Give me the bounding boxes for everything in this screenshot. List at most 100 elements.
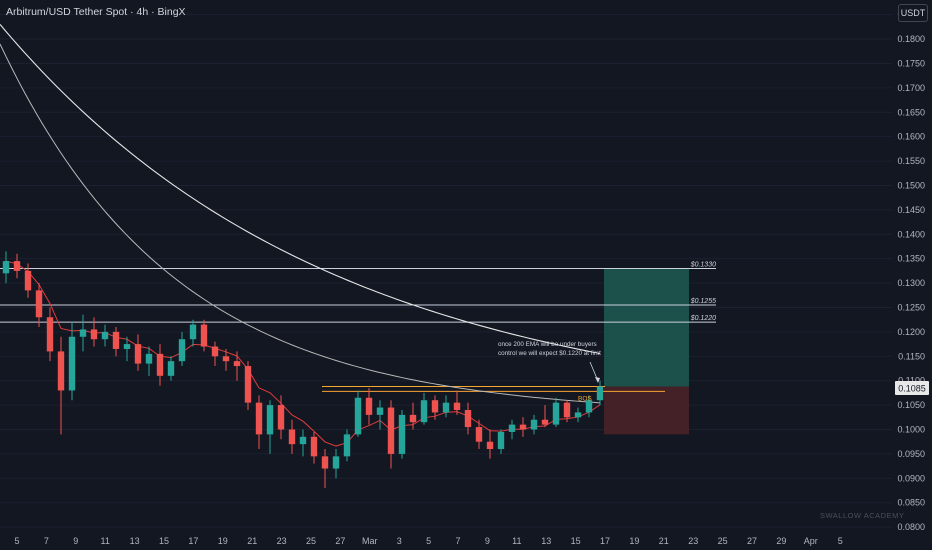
candle-body	[277, 405, 285, 430]
candle	[57, 336, 65, 435]
price-tick-label: 0.0900	[897, 473, 925, 483]
candle	[222, 348, 230, 371]
candle	[24, 263, 32, 298]
time-tick-label: 7	[44, 536, 49, 546]
candle	[365, 388, 373, 425]
candle	[101, 324, 109, 347]
candle	[486, 429, 494, 459]
candle-body	[222, 356, 230, 362]
candle-body	[310, 436, 318, 457]
candle	[266, 400, 274, 454]
price-tick-label: 0.1050	[897, 400, 925, 410]
price-tick-label: 0.1000	[897, 425, 925, 435]
candle-body	[90, 329, 98, 340]
candle-body	[376, 407, 384, 415]
annotations: BOS once 200 EMA will be under buyers cont…	[498, 341, 601, 402]
candle-body	[35, 290, 43, 318]
candle	[112, 327, 120, 357]
candle-body	[585, 400, 593, 413]
candle	[343, 429, 351, 462]
candle	[497, 429, 505, 454]
price-tick-label: 0.1150	[898, 351, 925, 361]
candle-body	[101, 331, 109, 340]
time-tick-label: 29	[776, 536, 786, 546]
candle-body	[596, 386, 604, 401]
candle-body	[343, 434, 351, 457]
price-tick-label: 0.1450	[897, 205, 925, 215]
candle	[189, 319, 197, 347]
candle	[68, 322, 76, 401]
candle	[475, 419, 483, 450]
time-tick-label: 25	[718, 536, 728, 546]
time-axis: 5 7 9 11 13 15 17 19 21 23 25 27 Mar 3 5 7 9 11 13 15 17 19 21…	[14, 536, 842, 546]
time-tick-label: 19	[218, 536, 228, 546]
time-tick-label: 17	[600, 536, 610, 546]
candle-body	[46, 317, 54, 352]
candle	[508, 419, 516, 440]
price-tick-label: 0.1200	[897, 327, 925, 337]
candle	[398, 409, 406, 459]
time-tick-label: 19	[629, 536, 639, 546]
candle-body	[387, 407, 395, 454]
candle-body	[255, 402, 263, 435]
candle	[123, 336, 131, 362]
candle-body	[332, 456, 340, 469]
candle-body	[211, 346, 219, 357]
time-tick-label: 3	[397, 536, 402, 546]
time-tick-label: 7	[455, 536, 460, 546]
candle	[211, 341, 219, 367]
price-tick-label: 0.1600	[897, 132, 925, 142]
candle-body	[266, 405, 274, 435]
candle-body	[299, 436, 307, 445]
time-tick-label: 5	[14, 536, 19, 546]
time-tick-label: 9	[73, 536, 78, 546]
time-tick-label: 5	[838, 536, 843, 546]
price-tick-label: 0.1750	[897, 58, 925, 68]
time-tick-label: 27	[335, 536, 345, 546]
time-tick-label: 11	[512, 536, 521, 546]
candle-body	[574, 412, 582, 418]
candle	[453, 390, 461, 415]
candle-body	[519, 424, 527, 430]
candle-body	[442, 402, 450, 413]
price-tick-label: 0.1350	[897, 254, 925, 264]
level-label: $0.1330	[690, 261, 716, 268]
candle-body	[563, 402, 571, 418]
candle	[156, 344, 164, 386]
time-tick-label: 13	[130, 536, 140, 546]
time-tick-label: 21	[247, 536, 257, 546]
candle-body	[24, 270, 32, 291]
price-levels: $0.1330 $0.1255 $0.1220	[0, 261, 716, 392]
stop-zone	[604, 386, 689, 435]
candle	[563, 400, 571, 423]
time-tick-label: Apr	[804, 536, 818, 546]
current-price-tag	[895, 381, 929, 396]
candle-body	[156, 353, 164, 376]
candle-body	[288, 429, 296, 445]
candle-body	[2, 261, 10, 274]
candle-body	[123, 344, 131, 349]
candle	[376, 400, 384, 430]
symbol-title: Arbitrum/USD Tether Spot · 4h · BingX	[6, 6, 186, 18]
candle	[431, 395, 439, 420]
time-tick-label: 5	[426, 536, 431, 546]
candles	[2, 251, 604, 489]
time-tick-label: 11	[101, 536, 110, 546]
position-zones	[604, 268, 689, 435]
candle-body	[13, 261, 21, 271]
candle	[134, 334, 142, 371]
candle	[277, 395, 285, 440]
candle-body	[354, 397, 362, 435]
candle	[145, 346, 153, 376]
time-tick-label: Mar	[362, 536, 378, 546]
currency-button[interactable]: USDT	[898, 4, 928, 22]
candle-body	[431, 400, 439, 413]
candle	[200, 319, 208, 352]
candle-body	[134, 344, 142, 364]
current-price-label: 0.1085	[898, 384, 926, 394]
time-tick-label: 23	[688, 536, 698, 546]
annotation-arrowhead	[595, 377, 600, 383]
candle	[79, 314, 87, 352]
candle-body	[68, 336, 76, 391]
